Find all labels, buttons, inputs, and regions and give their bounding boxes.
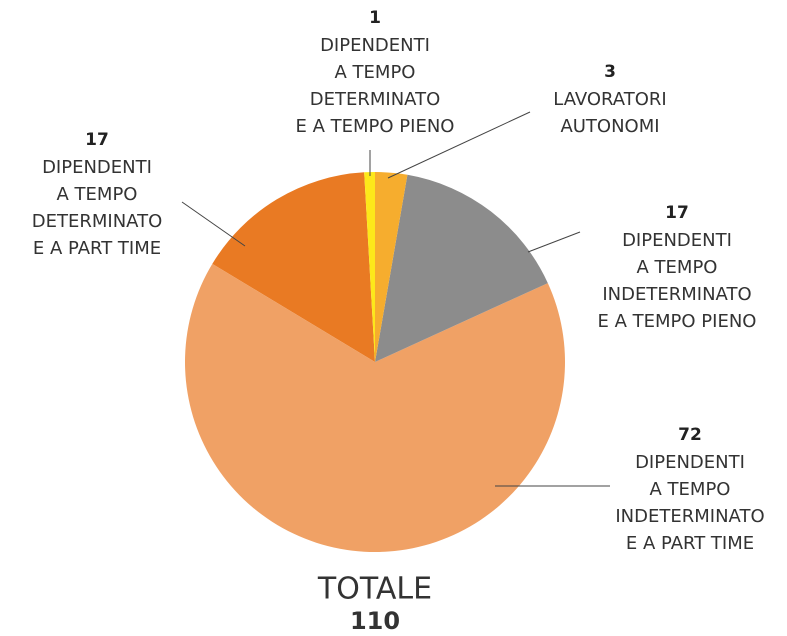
value-label: 17 — [665, 203, 689, 223]
pie-slice — [375, 174, 548, 362]
category-label: A TEMPO — [650, 479, 731, 500]
category-label: LAVORATORI — [553, 89, 666, 110]
category-label: INDETERMINATO — [602, 284, 751, 305]
value-label: 1 — [369, 8, 381, 28]
category-label: A TEMPO — [335, 62, 416, 83]
category-label: DIPENDENTI — [320, 35, 430, 56]
leader-line — [181, 201, 246, 247]
pie-slice — [185, 263, 565, 552]
leader-line — [527, 231, 581, 253]
category-label: E A PART TIME — [626, 533, 754, 554]
category-label: DETERMINATO — [32, 211, 163, 232]
category-label: DETERMINATO — [310, 89, 441, 110]
category-label: E A PART TIME — [33, 238, 161, 259]
pie-slice — [375, 172, 408, 362]
value-label: 17 — [85, 130, 109, 150]
category-label: DIPENDENTI — [42, 157, 152, 178]
total-value: 110 — [350, 607, 400, 635]
category-label: DIPENDENTI — [635, 452, 745, 473]
category-label: DIPENDENTI — [622, 230, 732, 251]
total-label: TOTALE — [317, 572, 432, 607]
value-label: 72 — [678, 425, 702, 445]
category-label: INDETERMINATO — [615, 506, 764, 527]
category-label: A TEMPO — [57, 184, 138, 205]
category-label: E A TEMPO PIENO — [598, 311, 757, 332]
leader-line — [387, 111, 531, 179]
category-label: E A TEMPO PIENO — [296, 116, 455, 137]
category-label: A TEMPO — [637, 257, 718, 278]
pie-slice — [364, 172, 376, 362]
category-label: AUTONOMI — [560, 116, 659, 137]
pie-slice — [212, 172, 375, 362]
value-label: 3 — [604, 62, 616, 82]
